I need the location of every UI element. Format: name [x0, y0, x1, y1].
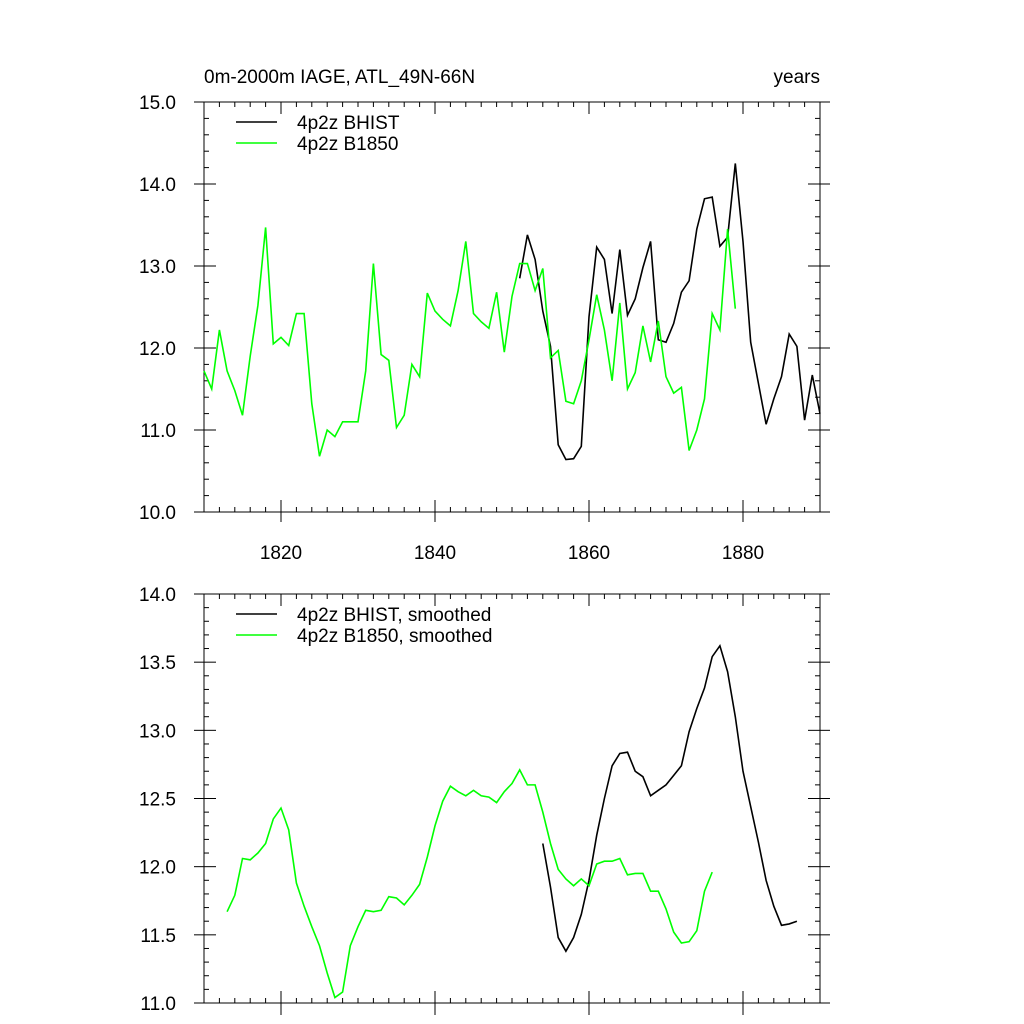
chart-1-legend-label: 4p2z BHIST	[297, 113, 400, 134]
chart-1-x-tick-label: 1880	[722, 543, 764, 564]
chart-2-y-tick-label: 11.5	[140, 926, 176, 947]
chart-1-units-label: years	[774, 67, 820, 88]
chart-1-y-tick-label: 11.0	[140, 421, 176, 442]
chart-1-y-tick-label: 15.0	[139, 93, 176, 114]
chart-1-x-tick-label: 1840	[414, 543, 456, 564]
chart-2-iage-smoothed: 11.0 11.5 12.0 12.5 13.0 13.5 14.0 4p2z BHIST, …	[139, 585, 830, 1015]
chart-2-y-tick-label: 13.0	[139, 721, 176, 742]
chart-1-y-tick-label: 13.0	[139, 257, 176, 278]
chart-1-plot-frame	[203, 101, 821, 513]
chart-2-y-tick-label: 14.0	[139, 585, 176, 606]
chart-2-series-line-bhist	[542, 644, 798, 953]
chart-1-x-tick-label: 1820	[260, 543, 302, 564]
chart-2-y-tick-label: 12.0	[139, 858, 176, 879]
chart-2-y-tick-label: 11.0	[140, 994, 176, 1015]
chart-2-series-line-b1850	[226, 768, 713, 999]
chart-2-plot-frame	[203, 593, 821, 1004]
chart-1-series-line-bhist	[518, 163, 821, 461]
chart-1-title: 0m-2000m IAGE, ATL_49N-66N	[204, 67, 475, 88]
chart-2-y-tick-label: 12.5	[139, 790, 176, 811]
chart-2-legend-label: 4p2z B1850, smoothed	[297, 626, 492, 647]
chart-1-y-tick-label: 14.0	[139, 175, 176, 196]
chart-2-y-tick-label: 13.5	[139, 653, 176, 674]
chart-1-x-tick-label: 1860	[568, 543, 610, 564]
chart-1-y-tick-label: 10.0	[139, 503, 176, 524]
chart-1-iage-raw: 10.0 11.0 12.0 13.0 14.0 15.0 1820 1840 1860 1880…	[139, 93, 830, 564]
chart-1-legend-label: 4p2z B1850	[297, 134, 398, 155]
chart-1-y-tick-label: 12.0	[139, 339, 176, 360]
chart-2-legend-label: 4p2z BHIST, smoothed	[297, 605, 491, 626]
chart-1-series-line-b1850	[203, 227, 737, 457]
